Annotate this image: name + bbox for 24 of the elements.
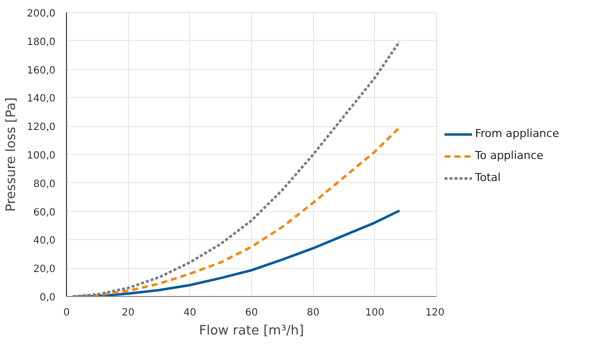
y-tick-label: 80,0 [33,178,56,190]
y-tick-label: 180,0 [26,36,56,48]
y-tick-label: 200,0 [26,8,56,20]
x-tick-label: 40 [183,308,196,318]
y-tick-label: 0,0 [40,292,56,304]
y-tick-label: 60,0 [33,207,56,218]
x-tick-label: 60 [245,308,258,318]
x-tick-label: 120 [425,308,445,318]
y-tick-label: 100,0 [26,150,56,162]
y-axis-title: Pressure loss [Pa] [4,97,19,212]
x-tick-label: 100 [365,308,384,318]
x-axis-title: Flow rate [m³/h] [199,324,304,338]
legend-label: From appliance [475,127,560,140]
line-series [71,40,401,296]
y-tick-label: 20,0 [33,264,56,276]
x-tick-label: 80 [306,308,320,318]
y-tick-label: 40,0 [33,236,56,247]
y-tick-label: 160,0 [26,65,56,76]
y-tick-label: 120,0 [26,122,56,134]
y-tick-label: 140,0 [26,94,56,105]
legend-label: Total [475,171,501,184]
legend-label: To appliance [475,149,544,162]
x-tick-label: 20 [122,308,135,318]
x-tick-label: 0 [63,308,70,318]
